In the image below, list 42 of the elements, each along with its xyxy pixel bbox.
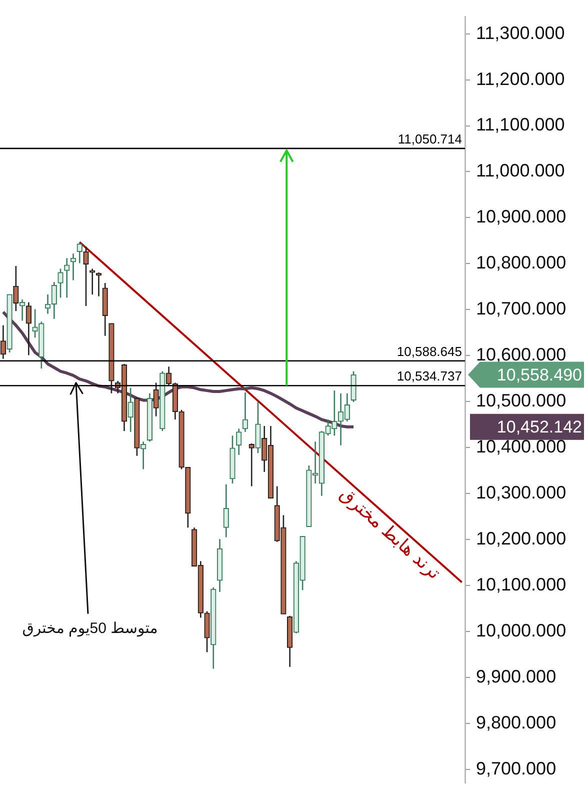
candlestick [255, 401, 261, 454]
candlestick [242, 392, 248, 433]
y-tick-label: 11,200.000 [476, 68, 565, 89]
y-tick-label: 11,100.000 [476, 114, 565, 135]
text: 10,452.142 [496, 418, 582, 437]
y-tick-label: 11,000.000 [476, 160, 565, 181]
candlestick [64, 258, 70, 298]
y-tick-label: 9,700.000 [476, 758, 556, 778]
candlestick [128, 387, 134, 433]
y-tick-label: 10,300.000 [476, 482, 566, 503]
y-tick-label: 10,900.000 [476, 206, 566, 227]
text: 10,558.490 [496, 365, 582, 384]
y-tick-label: 11,300.000 [476, 22, 565, 43]
candlestick [140, 440, 146, 470]
y-tick-label: 10,400.000 [476, 436, 566, 457]
candlestick [90, 268, 96, 296]
candlestick [19, 298, 26, 322]
y-tick-label: 10,500.000 [476, 390, 566, 411]
y-tick-label: 10,100.000 [476, 574, 566, 594]
candlestick [248, 442, 254, 487]
candlestick [236, 428, 242, 456]
candlestick [0, 324, 6, 360]
y-tick-label: 10,000.000 [476, 620, 566, 640]
candlestick [153, 382, 159, 417]
y-tick-label: 10,800.000 [476, 252, 566, 273]
y-tick-label: 9,800.000 [476, 712, 556, 732]
y-tick-label: 10,600.000 [476, 344, 566, 365]
candlestick [83, 246, 89, 307]
candlestick [58, 268, 64, 298]
y-tick-label: 9,900.000 [476, 666, 556, 686]
annotation: ترند هابط مخترق [336, 484, 444, 584]
candlestick [26, 302, 32, 356]
candlestick [223, 484, 229, 538]
candlestick [76, 241, 82, 264]
annotation: متوسط 50يوم مخترق [22, 620, 158, 637]
ref-line-label: 10,588.645 [396, 344, 462, 359]
y-tick-label: 10,200.000 [476, 528, 566, 548]
candlestick [13, 265, 19, 312]
ref-line-label: 10,534.737 [396, 368, 462, 384]
candlestick [204, 610, 210, 653]
ref-line-label: 11,050.714 [398, 132, 462, 146]
y-tick-label: 10,700.000 [476, 298, 566, 319]
